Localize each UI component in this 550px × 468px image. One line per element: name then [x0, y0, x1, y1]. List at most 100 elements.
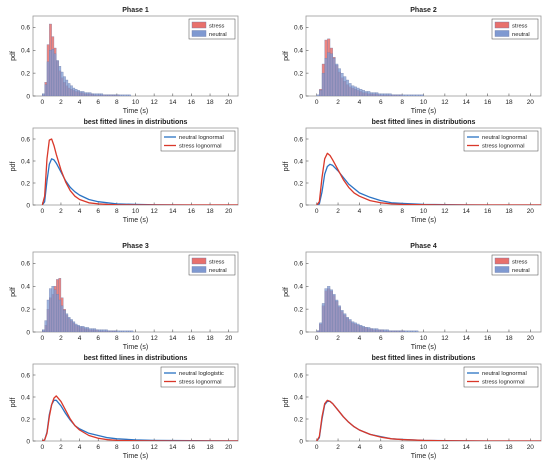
histogram-bar [361, 326, 365, 332]
histogram-bar [88, 328, 92, 332]
x-tick-label: 8 [400, 99, 404, 106]
series-line-stress-lognormal [41, 138, 238, 205]
histogram-bar [383, 93, 387, 96]
histogram-bar [79, 91, 83, 96]
x-tick-label: 10 [420, 444, 428, 451]
x-tick-label: 18 [505, 444, 513, 451]
histogram-bar [114, 94, 118, 96]
legend-swatch [494, 21, 510, 29]
histogram-bar [121, 330, 125, 332]
y-axis-label: pdf [283, 51, 290, 61]
legend: neutral lognormal stress lognormal [463, 130, 539, 152]
y-axis-label: pdf [10, 162, 17, 172]
x-tick-label: 10 [420, 208, 428, 215]
x-tick-label: 20 [225, 444, 233, 451]
y-tick-label: 0.4 [21, 284, 30, 291]
histogram-bar [404, 94, 408, 96]
y-tick-label: 0.6 [294, 136, 303, 143]
histogram-bar [364, 91, 368, 96]
plot-marks [42, 395, 238, 441]
histogram-bar [70, 319, 73, 332]
chart-title: Phase 4 [410, 243, 437, 250]
x-tick-label: 2 [59, 335, 63, 342]
histogram-bar [100, 329, 104, 332]
histogram-bar [415, 330, 419, 332]
chart-panel-6: 0 2 4 6 8 10 12 14 16 18 20 0 0.2 0.4 0.6 Phase 4 Time (… [283, 243, 542, 351]
x-tick-label: 10 [132, 99, 140, 106]
y-tick-label: 0.4 [294, 48, 303, 55]
histogram-bar [329, 53, 333, 96]
histogram-bar [112, 330, 115, 332]
plot-marks [316, 38, 424, 96]
histogram-bar [356, 87, 360, 96]
x-tick-label: 20 [527, 208, 535, 215]
plot-marks [41, 138, 238, 205]
x-axis-label: Time (s) [411, 453, 436, 460]
histogram-bar [126, 94, 129, 96]
legend-label: neutral lognormal [179, 135, 224, 141]
histogram-bar [372, 92, 376, 96]
histogram-bar [324, 288, 328, 332]
histogram-bar [407, 330, 411, 332]
legend: stress neutral [188, 254, 236, 276]
x-tick-label: 10 [132, 208, 140, 215]
histogram-bar [321, 303, 325, 332]
y-tick-label: 0.6 [294, 261, 303, 268]
histogram-bar [401, 94, 405, 96]
legend-label: stress lognormal [482, 144, 525, 150]
histogram-bar [112, 94, 115, 96]
histogram-bar [348, 83, 352, 96]
x-tick-label: 4 [78, 99, 82, 106]
legend-label: neutral [209, 268, 227, 274]
histogram-bar [86, 327, 90, 332]
histogram-bar [409, 94, 413, 96]
chart-title: Phase 1 [122, 7, 149, 14]
histogram-bar [388, 330, 392, 332]
legend-label: neutral lognormal [482, 135, 527, 141]
histogram-bar [391, 94, 395, 96]
legend: neutral lognormal stress lognormal [160, 130, 236, 152]
histogram-bar [58, 299, 62, 332]
x-tick-label: 18 [505, 335, 513, 342]
x-tick-label: 2 [336, 444, 340, 451]
x-tick-label: 10 [132, 444, 140, 451]
histogram-bar [98, 329, 101, 332]
histogram-bar [74, 323, 78, 332]
legend-label: stress [209, 23, 225, 29]
x-tick-label: 0 [41, 444, 45, 451]
histogram-bar [385, 329, 389, 332]
y-axis-label: pdf [283, 287, 290, 297]
histogram-bar [95, 93, 99, 96]
legend: stress neutral [491, 18, 539, 40]
histogram-bar [377, 93, 381, 96]
x-tick-label: 14 [169, 208, 177, 215]
x-tick-label: 0 [315, 335, 319, 342]
x-tick-label: 12 [441, 208, 449, 215]
histogram-bar [91, 328, 94, 332]
histogram-bar [46, 299, 50, 332]
x-tick-label: 20 [527, 99, 535, 106]
histogram-bar [74, 88, 78, 96]
histogram-bar [49, 288, 52, 332]
chart-title: Phase 3 [122, 243, 149, 250]
y-tick-label: 0 [299, 93, 303, 100]
x-tick-label: 4 [358, 335, 362, 342]
histogram-bar [391, 330, 395, 332]
histogram-bar [72, 321, 76, 332]
histogram-bar [60, 71, 64, 96]
histogram-bar [42, 93, 45, 96]
x-tick-label: 12 [441, 99, 449, 106]
x-tick-label: 6 [379, 335, 383, 342]
histogram-bar [404, 330, 408, 332]
plot-marks [42, 23, 131, 96]
x-tick-label: 20 [225, 335, 233, 342]
y-tick-label: 0.4 [21, 394, 30, 401]
y-tick-label: 0.2 [294, 180, 303, 187]
histogram-bar [375, 92, 379, 96]
histogram-bar [375, 328, 379, 332]
legend-label: stress [512, 23, 528, 29]
x-tick-label: 8 [400, 208, 404, 215]
histogram-bar [53, 53, 57, 96]
legend: stress neutral [188, 18, 236, 40]
y-tick-label: 0.4 [21, 48, 30, 55]
